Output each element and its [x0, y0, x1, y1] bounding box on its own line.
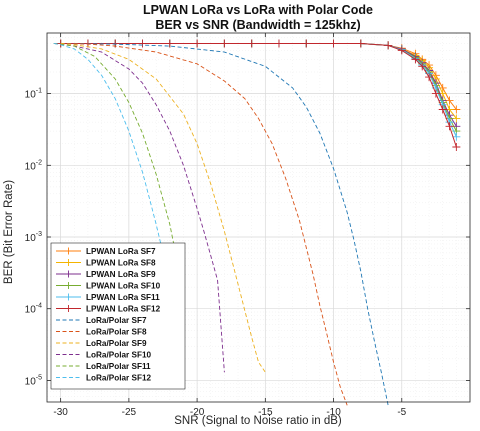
data-point-marker [247, 39, 256, 48]
data-point-marker [445, 96, 454, 105]
legend-item-3: LPWAN LoRa SF9 [56, 270, 156, 279]
series-12 [53, 43, 184, 331]
series-line [53, 43, 225, 373]
legend: LPWAN LoRa SF7 LPWAN LoRa SF8 LPWAN LoRa S… [50, 242, 186, 390]
legend-marker [65, 305, 72, 312]
legend-marker [65, 293, 72, 301]
series-line [60, 43, 389, 406]
series-11 [53, 43, 184, 325]
x-tick-label: -10 [326, 407, 341, 418]
legend-item-12: LoRa/Polar SF12 [56, 374, 152, 383]
y-tick-label: 10-4 [25, 303, 42, 316]
legend-marker [65, 247, 72, 255]
legend-box [50, 242, 186, 390]
chart-title: LPWAN LoRa vs LoRa with Polar Code [143, 3, 373, 17]
legend-label: LPWAN LoRa SF12 [86, 305, 161, 314]
legend-label: LPWAN LoRa SF8 [86, 259, 156, 268]
data-point-marker [431, 89, 440, 98]
data-point-marker [452, 114, 461, 123]
data-point-marker [329, 39, 338, 48]
series-line [53, 43, 184, 325]
x-tick-label: -30 [53, 407, 68, 418]
series-line [53, 43, 184, 331]
x-axis: -30 -25 -20 -15 -10 -5 [53, 33, 407, 418]
legend-marker [65, 282, 72, 289]
plot-frame [46, 32, 471, 403]
data-point-marker [356, 39, 365, 48]
x-tick-label: -5 [397, 407, 406, 418]
data-point-marker [193, 39, 202, 48]
legend-label: LoRa/Polar SF9 [86, 339, 147, 348]
series-6 [56, 39, 461, 151]
legend-item-9: LoRa/Polar SF9 [56, 339, 147, 348]
y-axis: 10-5 10-4 10-3 10-2 10-1 [25, 88, 470, 387]
legend-item-6: LPWAN LoRa SF12 [56, 305, 161, 314]
series-8 [60, 43, 348, 406]
legend-label: LPWAN LoRa SF11 [86, 293, 160, 302]
data-point-marker [220, 39, 229, 48]
legend-item-2: LPWAN LoRa SF8 [56, 259, 156, 268]
x-tick-label: -15 [258, 407, 273, 418]
legend-label: LoRa/Polar SF7 [86, 316, 147, 325]
series-layer [53, 39, 461, 406]
legend-label: LPWAN LoRa SF9 [86, 270, 156, 279]
data-point-marker [445, 122, 454, 131]
data-point-marker [302, 39, 311, 48]
data-point-marker [452, 105, 461, 114]
y-axis-label: BER (Bit Error Rate) [3, 180, 15, 284]
legend-label: LoRa/Polar SF12 [86, 374, 152, 383]
data-point-marker [165, 39, 174, 48]
legend-item-10: LoRa/Polar SF10 [56, 351, 152, 360]
series-9 [60, 43, 266, 373]
legend-marker [65, 270, 72, 278]
data-point-marker [452, 142, 461, 151]
legend-label: LoRa/Polar SF11 [86, 362, 151, 371]
data-point-marker [418, 62, 427, 71]
legend-label: LPWAN LoRa SF7 [86, 247, 156, 256]
chart-subtitle: BER vs SNR (Bandwidth = 125khz) [155, 18, 360, 32]
series-7 [60, 43, 389, 406]
data-point-marker [425, 73, 434, 82]
data-point-marker [138, 39, 147, 48]
x-tick-label: -25 [122, 407, 137, 418]
legend-label: LPWAN LoRa SF10 [86, 282, 161, 291]
series-line [60, 43, 348, 406]
y-tick-label: 10-1 [25, 88, 42, 101]
series-line [60, 43, 266, 373]
data-point-marker [411, 55, 420, 64]
y-tick-label: 10-5 [25, 374, 42, 387]
legend-label: LoRa/Polar SF10 [86, 351, 152, 360]
y-tick-label: 10-2 [25, 159, 42, 172]
series-10 [53, 43, 225, 373]
data-point-marker [452, 132, 461, 141]
x-axis-label: SNR (Signal to Noise ratio in dB) [174, 415, 342, 427]
legend-item-8: LoRa/Polar SF8 [56, 328, 147, 337]
legend-label: LoRa/Polar SF8 [86, 328, 147, 337]
legend-item-1: LPWAN LoRa SF7 [56, 247, 156, 256]
data-point-marker [274, 39, 283, 48]
x-tick-label: -20 [190, 407, 205, 418]
legend-item-11: LoRa/Polar SF11 [56, 362, 151, 371]
data-point-marker [384, 41, 393, 50]
data-point-marker [438, 105, 447, 114]
data-point-marker [397, 46, 406, 55]
legend-item-7: LoRa/Polar SF7 [56, 316, 147, 325]
y-tick-label: 10-3 [25, 231, 42, 244]
legend-item-4: LPWAN LoRa SF10 [56, 282, 161, 291]
legend-marker [65, 259, 72, 266]
legend-item-5: LPWAN LoRa SF11 [56, 293, 160, 302]
